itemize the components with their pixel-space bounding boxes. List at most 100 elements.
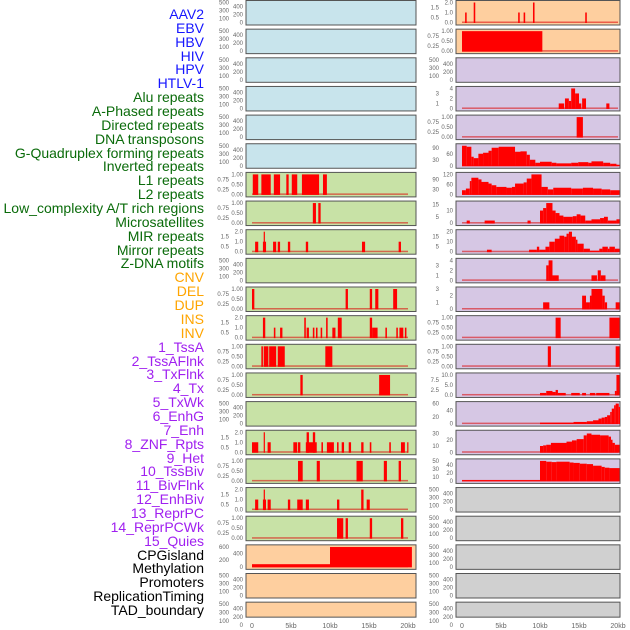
data-bar bbox=[616, 374, 620, 396]
track-label: TAD_boundary bbox=[110, 601, 204, 618]
data-bar bbox=[469, 181, 472, 195]
y-tick-label: 2.0 bbox=[235, 316, 244, 322]
data-bar bbox=[462, 190, 466, 195]
baseline-mark bbox=[462, 279, 618, 281]
baseline-mark bbox=[252, 250, 408, 253]
y-tick-label: 0.50 bbox=[441, 326, 453, 332]
y-tick-label: 100 bbox=[219, 45, 230, 51]
y-tick-label: 500 bbox=[219, 29, 230, 35]
data-bar bbox=[591, 434, 601, 453]
y-tick-label: 500 bbox=[429, 58, 440, 64]
y-tick-label: 1.00 bbox=[441, 29, 453, 35]
y-tick-label: 0 bbox=[240, 21, 244, 27]
y-tick-label: 300 bbox=[429, 66, 440, 72]
data-bar bbox=[471, 177, 479, 195]
data-bar bbox=[577, 243, 584, 253]
data-bar bbox=[603, 216, 608, 224]
panel-background bbox=[245, 315, 417, 341]
data-bar bbox=[589, 295, 592, 310]
y-tick-label: 500 bbox=[219, 602, 230, 608]
y-tick-label: 400 bbox=[443, 62, 454, 68]
y-tick-label: 0.00 bbox=[231, 393, 243, 399]
y-tick-label: 0.00 bbox=[231, 192, 243, 198]
y-tick-label: 0.25 bbox=[217, 359, 229, 365]
data-bar bbox=[571, 236, 576, 253]
panel-background bbox=[245, 229, 417, 255]
track-label: 6_EnhG bbox=[152, 407, 204, 424]
panel-background bbox=[455, 0, 621, 26]
y-tick-label: 0.50 bbox=[231, 526, 243, 532]
data-bar bbox=[614, 248, 620, 253]
track-label: L1 repeats bbox=[137, 172, 204, 189]
y-tick-label: 200 bbox=[443, 70, 454, 76]
x-tick-label: 20kb bbox=[400, 623, 415, 630]
data-bar bbox=[300, 374, 303, 396]
y-tick-label: 40 bbox=[446, 463, 453, 469]
y-tick-label: 500 bbox=[219, 58, 230, 64]
y-tick-label: 0 bbox=[240, 565, 244, 571]
data-bar bbox=[345, 518, 348, 539]
y-tick-label: 0.0 bbox=[235, 336, 244, 342]
panel-background bbox=[455, 315, 621, 341]
data-bar bbox=[518, 12, 520, 23]
y-tick-label: 0.5 bbox=[221, 445, 230, 451]
y-tick-label: 15 bbox=[432, 202, 439, 208]
data-bar bbox=[559, 215, 564, 224]
y-tick-label: 400 bbox=[443, 606, 454, 612]
y-tick-label: 300 bbox=[219, 410, 230, 416]
data-bar bbox=[483, 152, 489, 167]
y-tick-label: 0.0 bbox=[235, 508, 244, 514]
y-tick-label: 300 bbox=[219, 123, 230, 129]
track-panel: 0.000.250.500.751.00 bbox=[427, 114, 621, 141]
data-bar bbox=[583, 435, 587, 453]
data-bar bbox=[407, 442, 409, 453]
y-tick-label: 0.75 bbox=[427, 349, 439, 355]
data-bar bbox=[546, 461, 552, 482]
data-bar bbox=[293, 442, 298, 453]
data-bar bbox=[312, 327, 315, 339]
y-tick-label: 0 bbox=[450, 250, 454, 256]
data-bar bbox=[585, 12, 587, 23]
y-tick-label: 0 bbox=[450, 164, 454, 170]
y-tick-label: 2.0 bbox=[235, 488, 244, 494]
data-bar bbox=[600, 275, 606, 281]
data-bar bbox=[267, 442, 271, 453]
y-tick-label: 400 bbox=[233, 33, 244, 39]
data-bar bbox=[610, 190, 620, 195]
x-tick-label: 10kb bbox=[532, 623, 547, 630]
data-bar bbox=[604, 467, 610, 482]
y-tick-label: 0.75 bbox=[217, 206, 229, 212]
y-tick-label: 400 bbox=[233, 62, 244, 68]
data-bar bbox=[596, 392, 610, 396]
y-tick-label: 1.0 bbox=[445, 11, 454, 17]
track-panel: 0 5 10 15 bbox=[432, 200, 621, 227]
data-bar bbox=[552, 275, 559, 281]
y-tick-label: 400 bbox=[233, 578, 244, 584]
data-bar bbox=[531, 174, 542, 195]
data-bar bbox=[571, 440, 577, 453]
y-tick-label: 2 bbox=[450, 268, 454, 274]
track-label: 14_ReprPCWk bbox=[110, 518, 204, 535]
panel-background bbox=[245, 515, 417, 542]
data-bar bbox=[547, 189, 554, 195]
y-tick-label: 100 bbox=[219, 418, 230, 424]
y-tick-label: 0.50 bbox=[231, 297, 243, 303]
y-tick-label: 0.75 bbox=[427, 321, 439, 327]
baseline-mark bbox=[252, 393, 408, 396]
data-bar bbox=[385, 327, 387, 339]
track-panel: 0.000.250.500.751.00 bbox=[217, 171, 417, 198]
data-bar bbox=[566, 441, 572, 453]
data-bar bbox=[599, 248, 603, 253]
y-tick-label: 0.00 bbox=[231, 536, 243, 542]
y-tick-label: 0.50 bbox=[231, 182, 243, 188]
y-tick-label: 3 bbox=[436, 287, 440, 293]
data-bar bbox=[252, 174, 259, 195]
y-tick-label: 400 bbox=[233, 606, 244, 612]
panel-background bbox=[455, 601, 621, 618]
